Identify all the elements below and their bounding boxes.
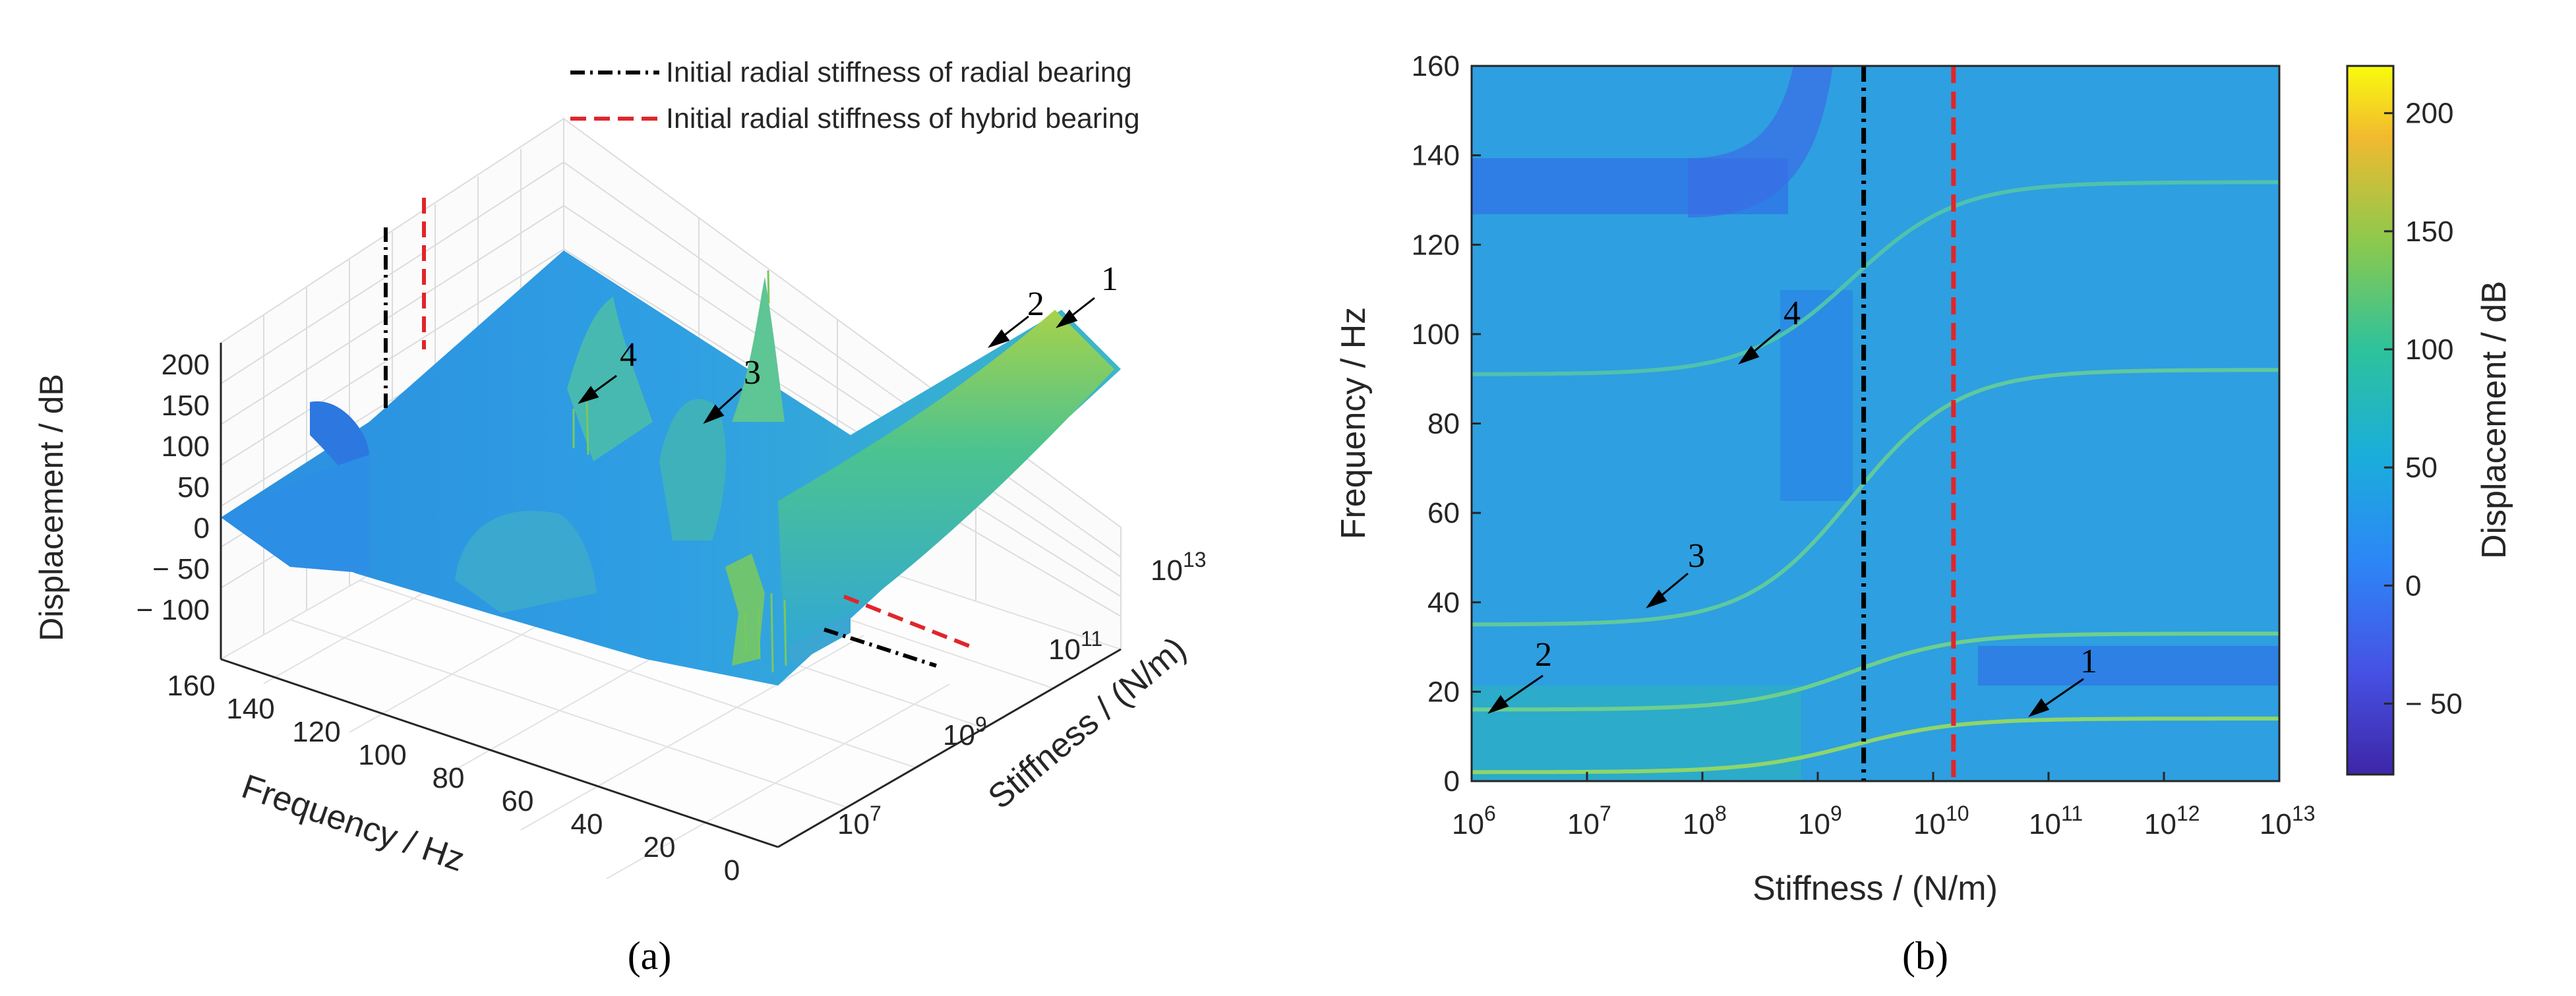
x-axis-ticks-b: 106 107 108 109 1010 1011 1012 1013: [1452, 802, 2316, 840]
annotation-labels-a: 1 2 3 4: [620, 260, 1118, 392]
z-tick: 50: [177, 471, 210, 504]
annotation-1-a: 1: [1101, 260, 1118, 298]
annotation-2-a: 2: [1027, 285, 1044, 323]
z-tick: 150: [162, 390, 210, 422]
y-tick-label: 100: [1412, 318, 1460, 351]
x-tick: 120: [292, 716, 340, 748]
x-tick: 160: [167, 670, 215, 702]
mode-curves: [1472, 180, 2279, 775]
x-tick-label: 1011: [2029, 802, 2083, 840]
z-tick: − 50: [152, 553, 210, 585]
stiffness-lines: [1861, 66, 1956, 781]
colorbar: [2346, 65, 2395, 776]
z-tick: 200: [162, 349, 210, 381]
z-axis-ticks: 200 150 100 50 0 − 50 − 100: [136, 349, 210, 626]
panel-a-3d-surface: 1 2 3 4 Initial radial stiffness of radi…: [33, 57, 1207, 978]
legend: Initial radial stiffness of radial beari…: [570, 57, 1140, 134]
y-tick-label: 60: [1427, 497, 1460, 529]
y-tick-label: 20: [1427, 676, 1460, 708]
annotation-1-b: 1: [2080, 643, 2097, 680]
annotation-4-b: 4: [1783, 295, 1801, 332]
annotation-4-a: 4: [620, 336, 637, 374]
x-tick-label: 1010: [1913, 802, 1969, 840]
annotation-arrows-a: [578, 297, 1095, 425]
caption-b: (b): [1902, 934, 1948, 978]
y-tick: 1013: [1151, 548, 1207, 587]
z-axis-label: Displacement / dB: [33, 374, 70, 641]
y-tick-label: 120: [1412, 229, 1460, 261]
y-tick-label: 40: [1427, 587, 1460, 619]
displacement-surface: [221, 250, 1121, 686]
annotation-2-b: 2: [1535, 636, 1552, 674]
y-tick: 107: [837, 802, 882, 840]
x-tick-label: 108: [1683, 802, 1727, 840]
mode-curve-3: [1472, 368, 2279, 627]
x-tick: 100: [358, 739, 406, 771]
colorbar-tick-label: 200: [2405, 98, 2453, 130]
colorbar-tick-label: 100: [2405, 334, 2453, 366]
x-tick: 80: [433, 762, 465, 794]
mode-curve-1: [1472, 717, 2279, 775]
annotation-3-b: 3: [1688, 537, 1705, 575]
x-tick: 60: [502, 785, 534, 817]
x-tick: 40: [571, 808, 603, 840]
x-tick-label: 109: [1798, 802, 1842, 840]
z-tick: − 100: [136, 594, 210, 626]
colorbar-label: Displacement / dB: [2475, 281, 2513, 559]
y-axis-label-b: Frequency / Hz: [1334, 307, 1373, 540]
x-axis-label-b: Stiffness / (N/m): [1752, 869, 1998, 908]
x-tick-label: 107: [1567, 802, 1611, 840]
y-tick-label: 140: [1412, 140, 1460, 172]
x-tick: 20: [644, 831, 676, 864]
x-tick: 0: [724, 854, 740, 887]
caption-a: (a): [628, 934, 672, 978]
x-tick-label: 1012: [2144, 802, 2200, 840]
y-tick-label: 160: [1412, 50, 1460, 82]
annotation-arrows-b: [1487, 328, 2084, 717]
colorbar-tick-label: − 50: [2405, 688, 2463, 720]
reference-lines: [384, 198, 971, 668]
x-tick: 140: [226, 693, 274, 725]
mode-curve-4: [1472, 180, 2279, 376]
y-tick: 1011: [1048, 627, 1102, 666]
y-tick: 109: [943, 713, 987, 751]
y-tick-label: 80: [1427, 408, 1460, 440]
y-axis-ticks-b: 0 20 40 60 80 100 120 140 160: [1412, 50, 1460, 798]
x-tick-label: 106: [1452, 802, 1496, 840]
legend-hybrid-bearing: Initial radial stiffness of hybrid beari…: [666, 103, 1140, 134]
x-tick-label: 1013: [2260, 802, 2316, 840]
colorbar-tick-label: 150: [2405, 216, 2453, 248]
x-axis-ticks: 160 140 120 100 80 60 40 20 0: [167, 670, 740, 887]
annotation-3-a: 3: [744, 354, 761, 392]
y-tick-label: 0: [1444, 765, 1460, 798]
axis-box-edges: [220, 343, 1122, 848]
annotation-labels-b: 1 2 3 4: [1535, 295, 2097, 680]
y-axis-ticks: 107 109 1011 1013: [837, 548, 1207, 840]
colorbar-tick-label: 0: [2405, 570, 2421, 602]
legend-radial-bearing: Initial radial stiffness of radial beari…: [666, 57, 1132, 88]
colorbar-tick-label: 50: [2405, 452, 2438, 484]
z-tick: 100: [162, 430, 210, 463]
colorbar-ticks: 200 150 100 50 0 − 50: [2405, 98, 2463, 720]
mode-curve-2: [1472, 631, 2279, 712]
z-tick: 0: [194, 512, 210, 544]
